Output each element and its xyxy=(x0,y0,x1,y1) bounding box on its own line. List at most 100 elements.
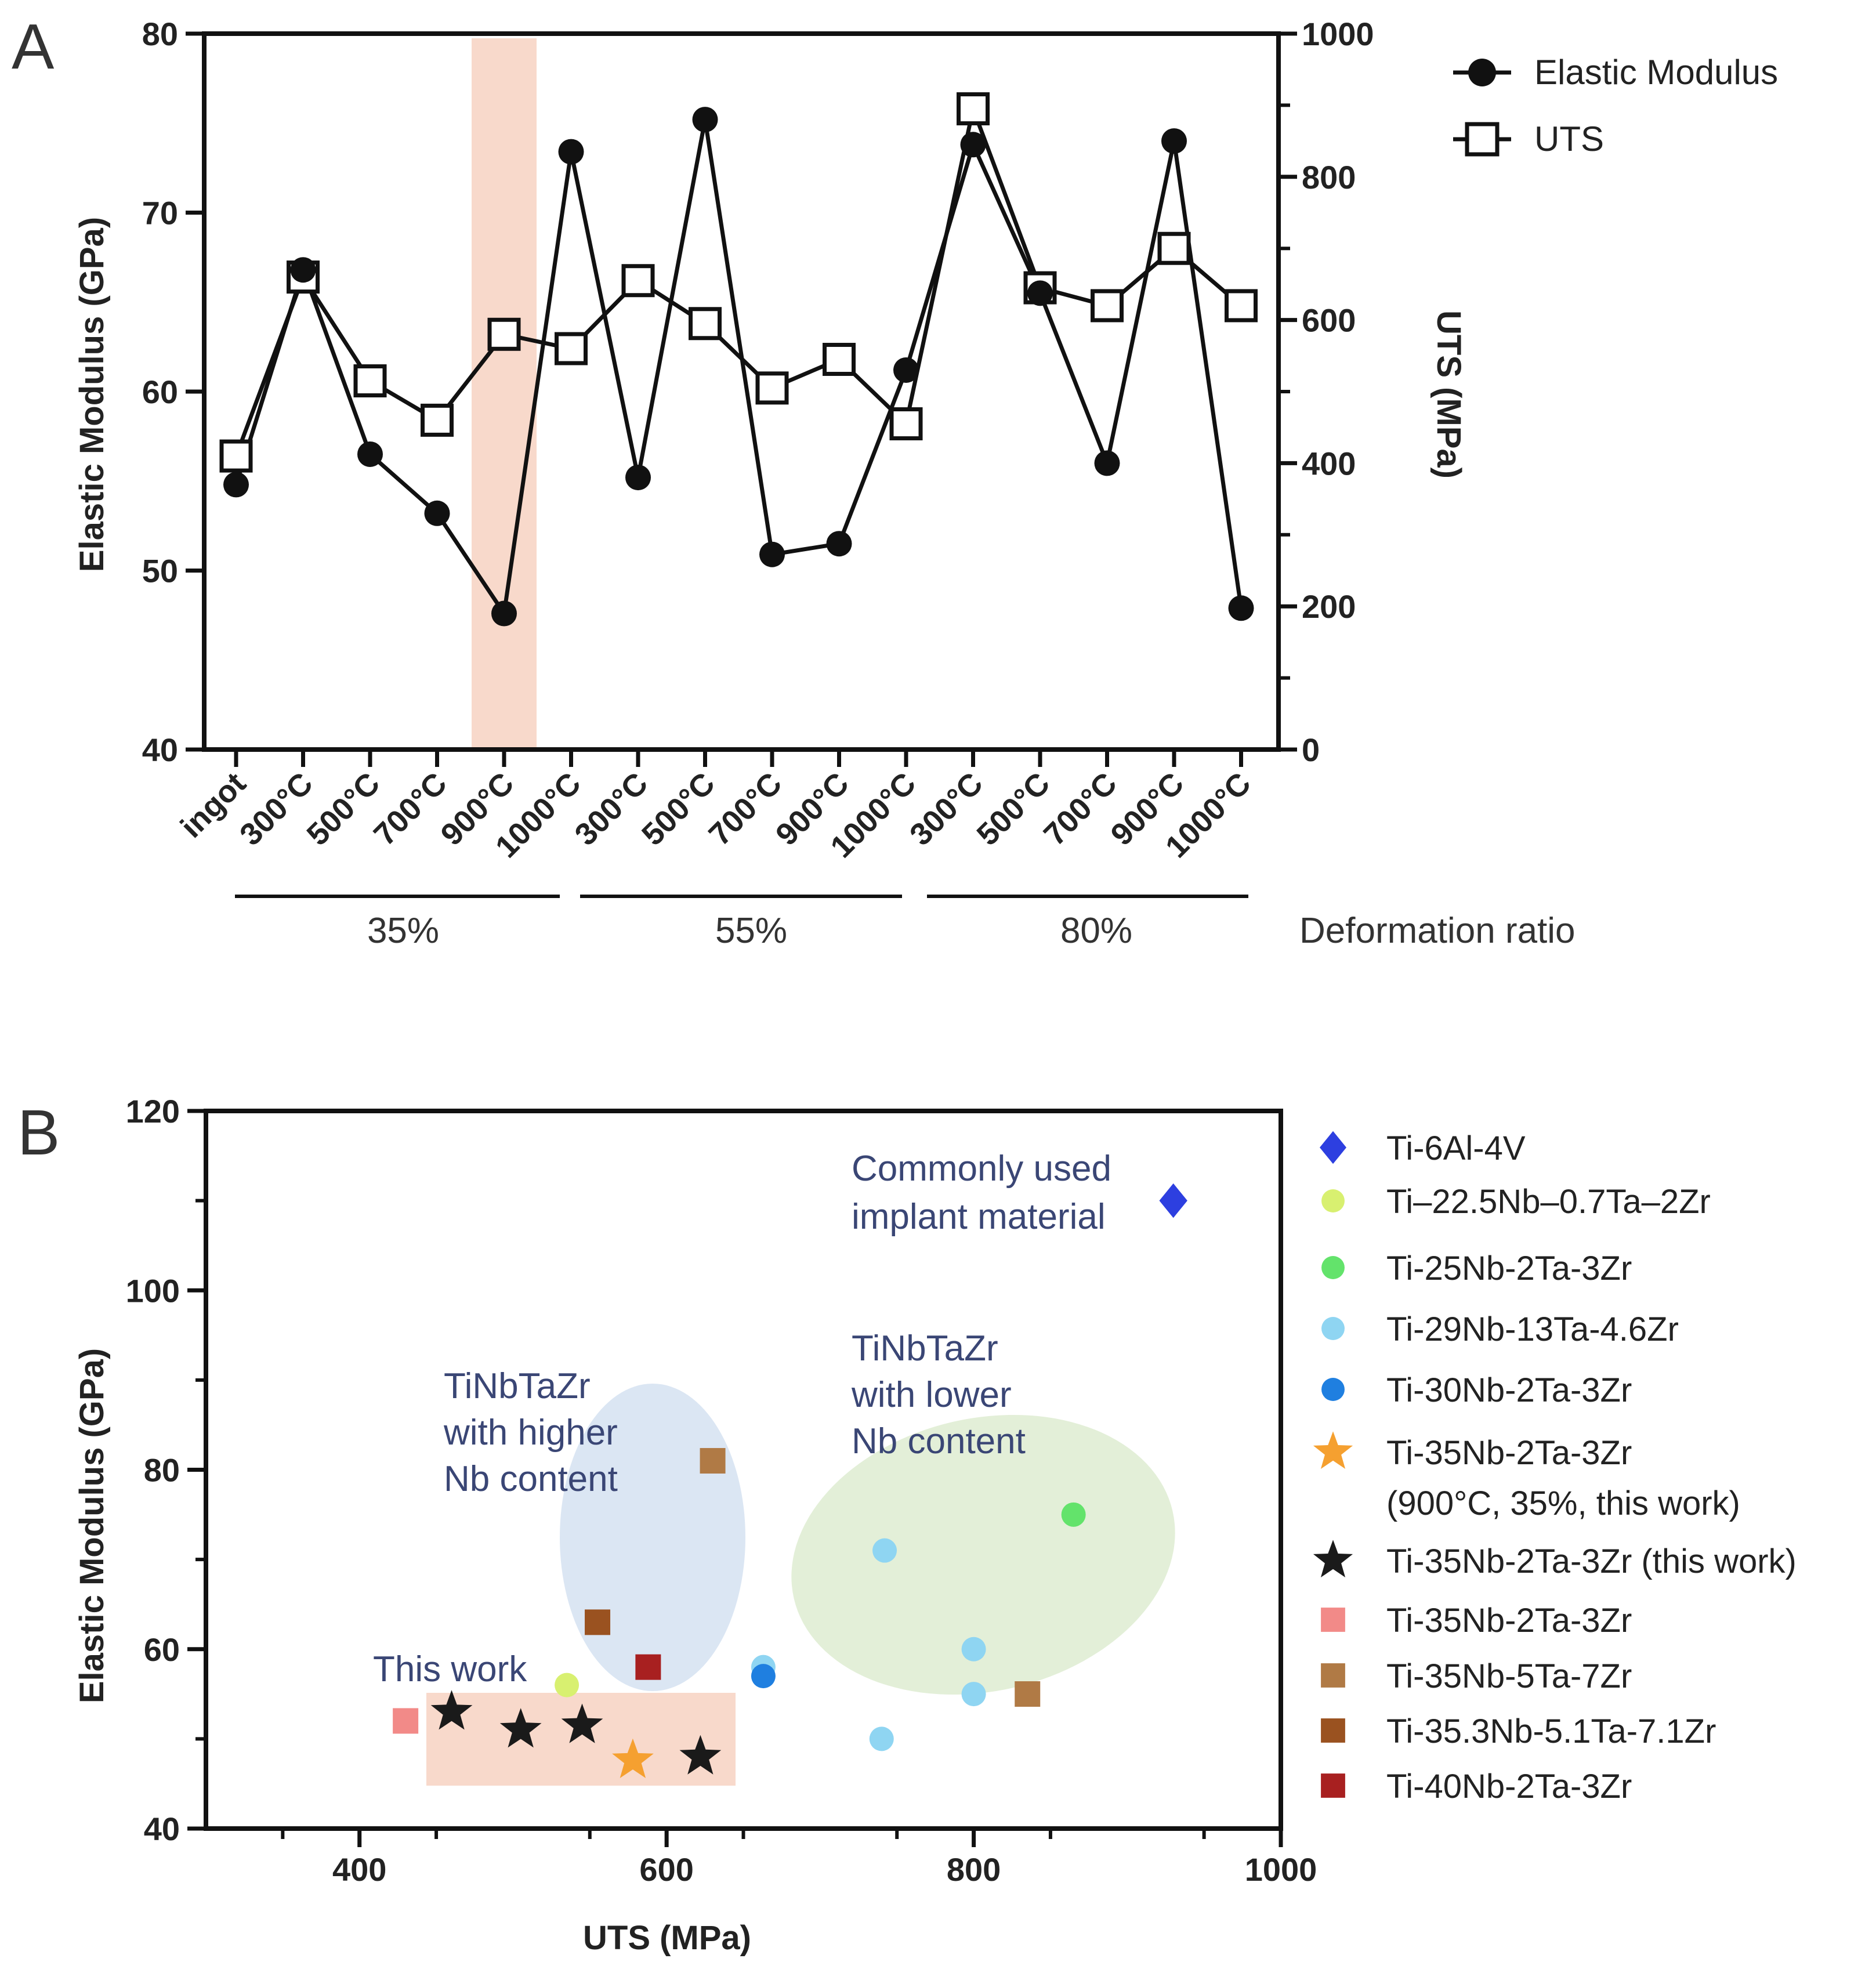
annotation-lower-2: with lower xyxy=(851,1375,1012,1415)
elastic-modulus-point xyxy=(1228,595,1254,621)
uts-point xyxy=(1157,231,1191,265)
elastic-modulus-point xyxy=(491,600,517,627)
data-point xyxy=(393,1708,419,1734)
uts-point xyxy=(1225,289,1258,323)
elastic-modulus-point xyxy=(1161,128,1187,154)
legend: Elastic Modulus UTS xyxy=(1453,53,1778,158)
y-axis-label-left: Elastic Modulus (GPa) xyxy=(73,217,111,572)
uts-point xyxy=(755,371,789,405)
data-point xyxy=(1159,1183,1187,1218)
x-tick-label: 400 xyxy=(332,1851,386,1888)
legend-item-uts: UTS xyxy=(1453,120,1604,158)
series-points xyxy=(219,92,1258,627)
annotation-higher-3: Nb content xyxy=(444,1459,618,1499)
y-tick-label: 60 xyxy=(142,374,178,410)
elastic-modulus-point xyxy=(290,257,316,283)
legend-label: Ti-25Nb-2Ta-3Zr xyxy=(1386,1250,1632,1287)
y-tick-label: 40 xyxy=(142,732,178,768)
legend-label: Ti-35Nb-2Ta-3Zr xyxy=(1386,1602,1632,1639)
legend-item-elastic-modulus: Elastic Modulus xyxy=(1453,53,1778,92)
annotation-lower-1: TiNbTaZr xyxy=(852,1328,998,1369)
elastic-modulus-point xyxy=(1027,280,1053,306)
legend-label: Ti-30Nb-2Ta-3Zr xyxy=(1386,1371,1632,1409)
legend-marker xyxy=(1321,1718,1345,1743)
group-label-80: 80% xyxy=(1060,911,1132,951)
data-point xyxy=(612,1738,654,1778)
elastic-modulus-line xyxy=(234,119,1243,620)
y2-tick-label: 1000 xyxy=(1302,16,1374,52)
y2-tick-label: 400 xyxy=(1302,445,1356,482)
data-point xyxy=(751,1664,776,1689)
legend-label: Ti-35Nb-2Ta-3Zr xyxy=(1386,1434,1632,1472)
data-point xyxy=(585,1609,611,1635)
legend-square-marker xyxy=(1465,122,1500,157)
elastic-modulus-point xyxy=(960,132,986,158)
uts-point xyxy=(555,332,588,365)
y-tick-label: 80 xyxy=(144,1452,180,1489)
legend-label: Ti-29Nb-13Ta-4.6Zr xyxy=(1386,1311,1679,1348)
uts-point xyxy=(621,264,655,298)
group-label-35: 35% xyxy=(367,911,439,951)
data-point xyxy=(1061,1502,1086,1527)
legend-label: Ti-35Nb-5Ta-7Zr xyxy=(1386,1657,1632,1695)
series-lines xyxy=(234,102,1243,620)
y-tick-label: 50 xyxy=(142,553,178,589)
legend-marker xyxy=(1321,1189,1345,1212)
highlight-band xyxy=(472,38,537,750)
y-axis-label: Elastic Modulus (GPa) xyxy=(73,1348,111,1703)
x-tick-label: 1000 xyxy=(1245,1851,1317,1888)
data-point xyxy=(869,1726,894,1751)
uts-point xyxy=(421,403,454,437)
axis-ticks: 40 60 80 100 120 400 600 800 1000 xyxy=(126,1093,1317,1888)
data-point xyxy=(1015,1681,1041,1707)
elastic-modulus-point xyxy=(692,107,718,133)
uts-point xyxy=(353,364,387,397)
annotation-lower-3: Nb content xyxy=(852,1421,1026,1461)
legend-marker xyxy=(1313,1431,1353,1469)
data-point xyxy=(635,1654,661,1680)
elastic-modulus-point xyxy=(357,441,383,467)
legend-marker xyxy=(1320,1131,1346,1164)
legend-label: Ti–22.5Nb–0.7Ta–2Zr xyxy=(1386,1183,1711,1221)
y-tick-label: 100 xyxy=(126,1272,180,1309)
legend-label: Ti-40Nb-2Ta-3Zr xyxy=(1386,1768,1632,1805)
uts-line xyxy=(234,102,1243,457)
y2-tick-label: 800 xyxy=(1302,159,1356,196)
x-tick-label: 800 xyxy=(947,1851,1001,1888)
elastic-modulus-point xyxy=(223,472,249,498)
panel-b-letter: B xyxy=(17,1097,60,1168)
uts-point xyxy=(957,92,990,126)
annotations: Commonly used implant material TiNbTaZr … xyxy=(373,1149,1111,1689)
uts-point xyxy=(889,407,923,441)
uts-point xyxy=(1091,289,1124,323)
uts-point xyxy=(823,342,856,376)
legend-circle-marker xyxy=(1468,59,1496,86)
y-tick-label: 40 xyxy=(144,1811,180,1847)
legend-label: Ti-35Nb-2Ta-3Zr (this work) xyxy=(1386,1543,1797,1580)
annotation-higher-1: TiNbTaZr xyxy=(444,1366,591,1406)
x-tick-label: 600 xyxy=(639,1851,693,1888)
y-tick-label: 120 xyxy=(126,1093,180,1130)
plot-frame xyxy=(204,1109,1283,1831)
legend-marker xyxy=(1321,1773,1345,1798)
uts-point xyxy=(487,317,521,351)
annotation-commonly-1: Commonly used xyxy=(852,1149,1111,1189)
data-point xyxy=(961,1682,986,1707)
uts-point xyxy=(689,307,722,341)
legend-label: Elastic Modulus xyxy=(1534,53,1778,92)
deformation-ratio-title: Deformation ratio xyxy=(1299,911,1576,951)
panel-b: B Commonly used implant material TiNbTaZ… xyxy=(17,1093,1797,1957)
legend-label: UTS xyxy=(1534,120,1604,158)
y2-tick-label: 200 xyxy=(1302,588,1356,625)
data-point xyxy=(961,1637,986,1661)
legend-label: Ti-6Al-4V xyxy=(1386,1130,1526,1167)
data-point xyxy=(561,1703,603,1743)
y2-axis-label-text: UTS (MPa) xyxy=(1430,310,1468,479)
y-axis-label-text: Elastic Modulus (GPa) xyxy=(73,217,111,572)
legend-label: Ti-35.3Nb-5.1Ta-7.1Zr xyxy=(1386,1713,1716,1750)
elastic-modulus-point xyxy=(826,531,852,557)
data-point xyxy=(872,1538,897,1563)
lower-nb-ellipse xyxy=(791,1414,1175,1695)
legend-label-line2: (900°C, 35%, this work) xyxy=(1386,1485,1740,1522)
